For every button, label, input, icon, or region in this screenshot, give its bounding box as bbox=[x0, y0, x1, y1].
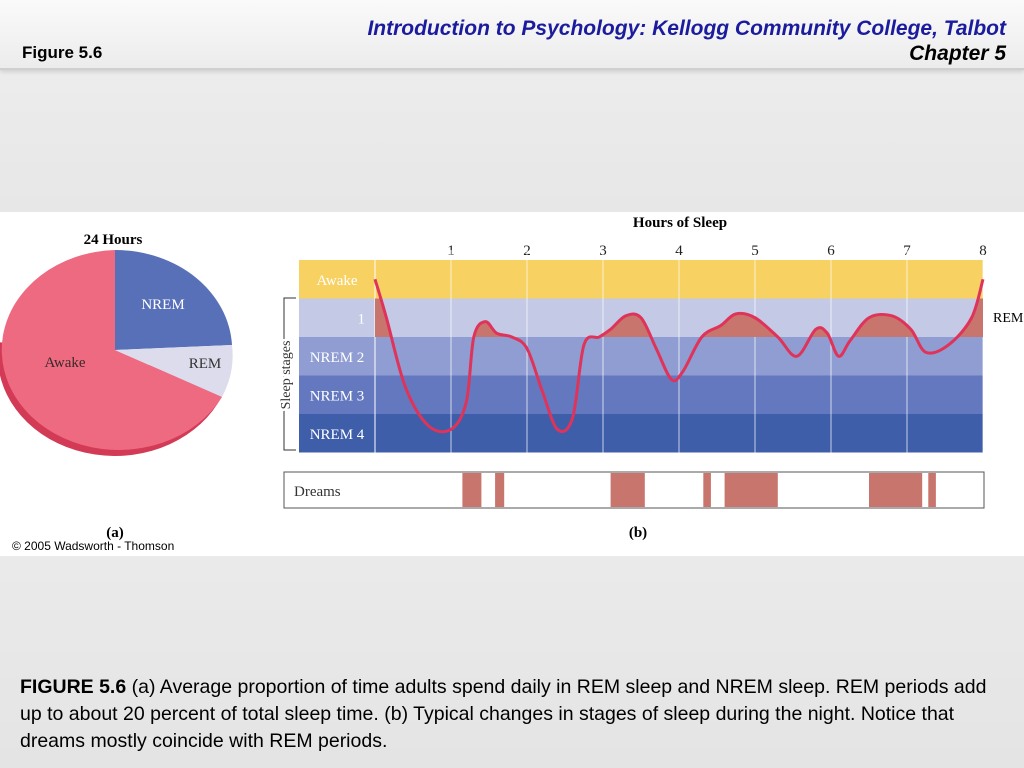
pie-title: 24 Hours bbox=[84, 232, 143, 248]
stage-label: NREM 4 bbox=[310, 427, 365, 443]
stage-label: NREM 2 bbox=[310, 350, 365, 366]
dream-period bbox=[869, 473, 923, 507]
stage-label: Awake bbox=[316, 273, 357, 289]
stage-band bbox=[299, 375, 983, 414]
pie-chart: 24 Hours Awake NREM REM (a) bbox=[0, 232, 233, 541]
sleep-chart: Hours of Sleep 12345678 Awake 1 NREM 2 NREM… bbox=[277, 215, 1024, 541]
pie-label-awake: Awake bbox=[44, 355, 85, 371]
pie-panel-label: (a) bbox=[106, 525, 124, 541]
chapter-label: Chapter 5 bbox=[909, 42, 1006, 65]
figure-svg: 24 Hours Awake NREM REM (a) Hours of Sle… bbox=[0, 215, 1024, 541]
dream-period bbox=[495, 473, 505, 507]
stage-label: 1 bbox=[358, 312, 366, 328]
figure-caption: FIGURE 5.6 (a) Average proportion of tim… bbox=[20, 674, 1000, 755]
stage-bands: Awake 1 NREM 2 NREM 3 NREM 4 bbox=[299, 260, 983, 453]
stage-band bbox=[299, 260, 983, 299]
chart-panel-label: (b) bbox=[629, 525, 647, 541]
caption-label: FIGURE 5.6 bbox=[20, 676, 127, 698]
dream-period bbox=[610, 473, 645, 507]
y-axis-bracket bbox=[283, 297, 296, 451]
sleep-stage-line bbox=[373, 278, 985, 434]
rem-series-label: REM bbox=[993, 311, 1024, 326]
pie-slice-awake bbox=[1, 250, 223, 450]
pie-slice-rem bbox=[115, 345, 233, 397]
stage-band bbox=[299, 337, 983, 376]
y-axis-label: Sleep stages bbox=[279, 341, 294, 410]
stage-label: NREM 3 bbox=[310, 389, 365, 405]
caption-text: (a) Average proportion of time adults sp… bbox=[20, 676, 987, 752]
copyright-text: © 2005 Wadsworth - Thomson bbox=[12, 539, 175, 553]
dream-periods bbox=[462, 473, 936, 507]
figure-panel: 24 Hours Awake NREM REM (a) Hours of Sle… bbox=[0, 212, 1024, 556]
pie-label-nrem: NREM bbox=[141, 297, 184, 313]
pie-label-rem: REM bbox=[189, 356, 222, 372]
chart-title: Hours of Sleep bbox=[633, 215, 727, 231]
x-ticks: 12345678 bbox=[447, 243, 987, 259]
course-title: Introduction to Psychology: Kellogg Comm… bbox=[367, 17, 1006, 40]
stage-band bbox=[299, 414, 983, 453]
figure-label: Figure 5.6 bbox=[22, 43, 103, 62]
slide-header bbox=[0, 0, 1024, 70]
dream-period bbox=[928, 473, 936, 507]
dreams-label: Dreams bbox=[294, 484, 341, 500]
dream-period bbox=[703, 473, 711, 507]
dream-period bbox=[462, 473, 482, 507]
pie-slice-nrem bbox=[115, 249, 232, 350]
dream-period bbox=[724, 473, 778, 507]
